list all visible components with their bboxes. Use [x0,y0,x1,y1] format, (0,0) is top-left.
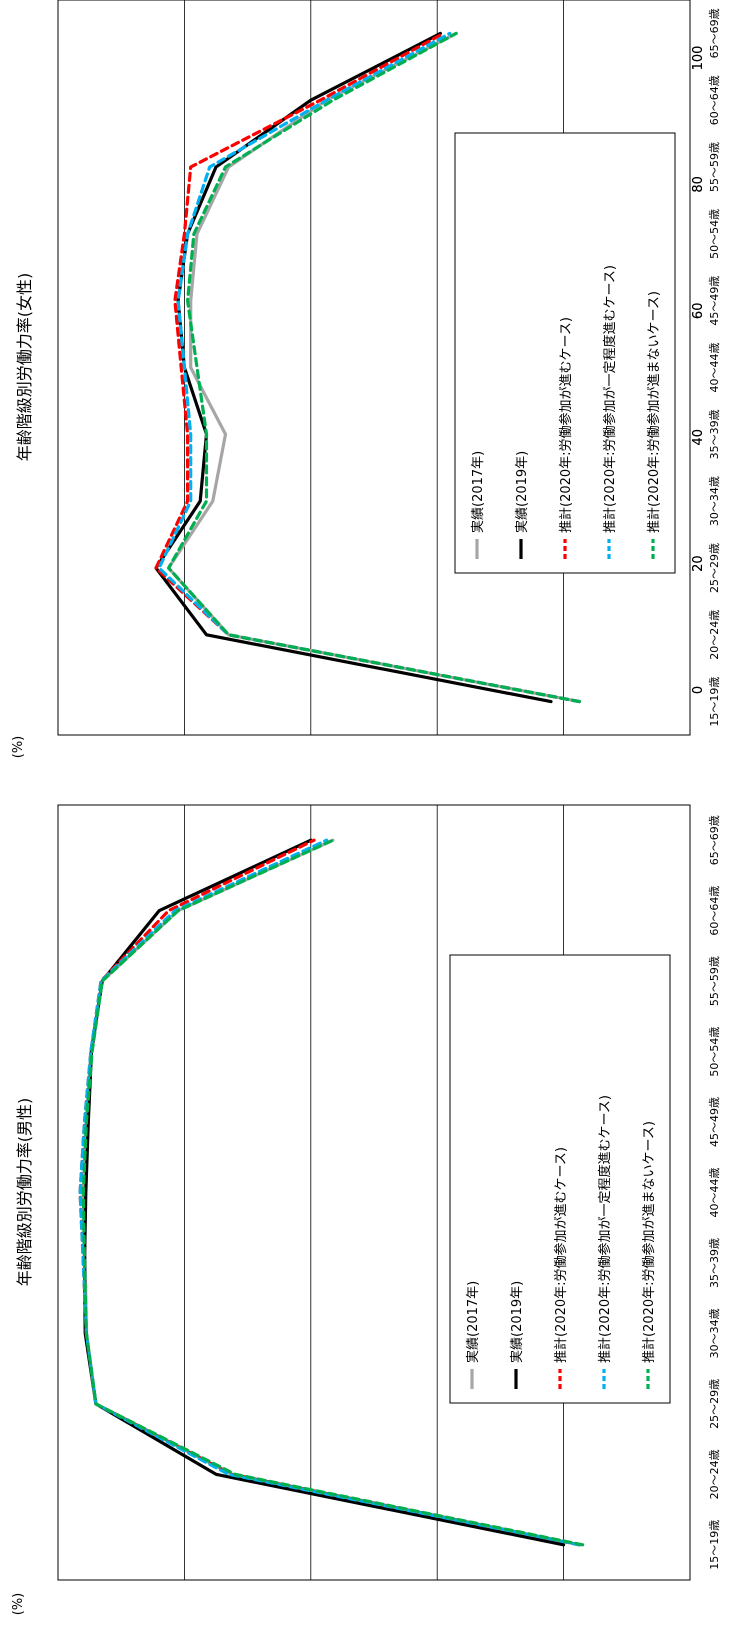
chart-title: 年齢階級別労働力率(女性) [15,273,34,462]
x-tick-label: 60～64歳 [708,75,721,125]
legend-label: 推計(2020年:労働参加が進まないケース) [646,291,662,533]
x-tick-label: 65～69歳 [708,815,721,865]
y-tick-label: 80 [691,176,706,193]
x-tick-label: 15～19歳 [708,1520,721,1570]
x-tick-label: 20～24歳 [708,610,721,660]
legend-label: 推計(2020年:労働参加が一定程度進むケース) [597,1095,613,1363]
y-axis-label: (%) [11,1593,26,1616]
x-tick-label: 60～64歳 [708,886,721,936]
x-tick-label: 30～34歳 [708,1308,721,1358]
legend-label: 推計(2020年:労働参加が進むケース) [553,1147,569,1363]
series-line-3 [157,31,582,704]
x-tick-label: 40～44歳 [708,1168,721,1218]
series-line-1 [82,838,566,1547]
legend: 実績(2017年) 実績(2019年) 推計(2020年:労働参加が進むケース) 推計… [454,132,676,574]
x-tick-label: 50～54歳 [708,1027,721,1077]
x-tick-label: 55～59歳 [708,142,721,192]
legend-box [454,132,676,574]
y-tick-label: 100 [691,46,706,71]
x-tick-label: 30～34歳 [708,476,721,526]
series-line-4 [81,838,585,1547]
legend-label: 実績(2019年) [509,1281,525,1363]
y-tick-label: 60 [691,303,706,320]
y-tick-label: 20 [691,555,706,572]
y-tick-label: 40 [691,429,706,446]
legend: 実績(2017年) 実績(2019年) 推計(2020年:労働参加が進むケース) 推計… [449,954,671,1404]
x-tick-label: 40～44歳 [708,343,721,393]
x-tick-label: 25～29歳 [708,1379,721,1429]
x-tick-label: 45～49歳 [708,1097,721,1147]
y-axis-label: (%) [11,736,26,759]
y-tick-label: 20 [691,555,706,572]
legend-label: 実績(2017年) [470,451,486,533]
legend-label: 推計(2020年:労働参加が進むケース) [558,317,574,533]
y-tick-label: 40 [691,429,706,446]
legend-box [449,954,671,1404]
x-tick-label: 25～29歳 [708,543,721,593]
chart-title: 年齢階級別労働力率(男性) [15,1098,34,1287]
legend-label: 実績(2019年) [514,451,530,533]
y-tick-label: 60 [691,303,706,320]
x-tick-label: 15～19歳 [708,677,721,727]
legend-label: 実績(2017年) [465,1281,481,1363]
legend-label: 推計(2020年:労働参加が一定程度進むケース) [602,265,618,533]
y-tick-label: 100 [691,46,706,71]
x-tick-label: 20～24歳 [708,1449,721,1499]
x-tick-label: 45～49歳 [708,276,721,326]
legend-label: 推計(2020年:労働参加が進まないケース) [641,1121,657,1363]
chart-female: 0 20 40 60 80 100 15～19歳 20～24歳 25～29歳 30～34歳 35～3… [11,0,721,758]
y-tick-label: 0 [691,686,706,694]
x-tick-label: 55～59歳 [708,956,721,1006]
x-tick-label: 50～54歳 [708,209,721,259]
x-tick-label: 65～69歳 [708,8,721,58]
y-tick-label: 0 [691,686,706,694]
x-tick-label: 35～39歳 [708,1238,721,1288]
chart-male: 0 20 40 60 80 100 15～19歳 20～24歳 25～29歳 30～34歳 35～3… [11,46,721,1616]
x-tick-label: 35～39歳 [708,409,721,459]
series-line-0 [167,31,582,704]
y-tick-label: 80 [691,176,706,193]
